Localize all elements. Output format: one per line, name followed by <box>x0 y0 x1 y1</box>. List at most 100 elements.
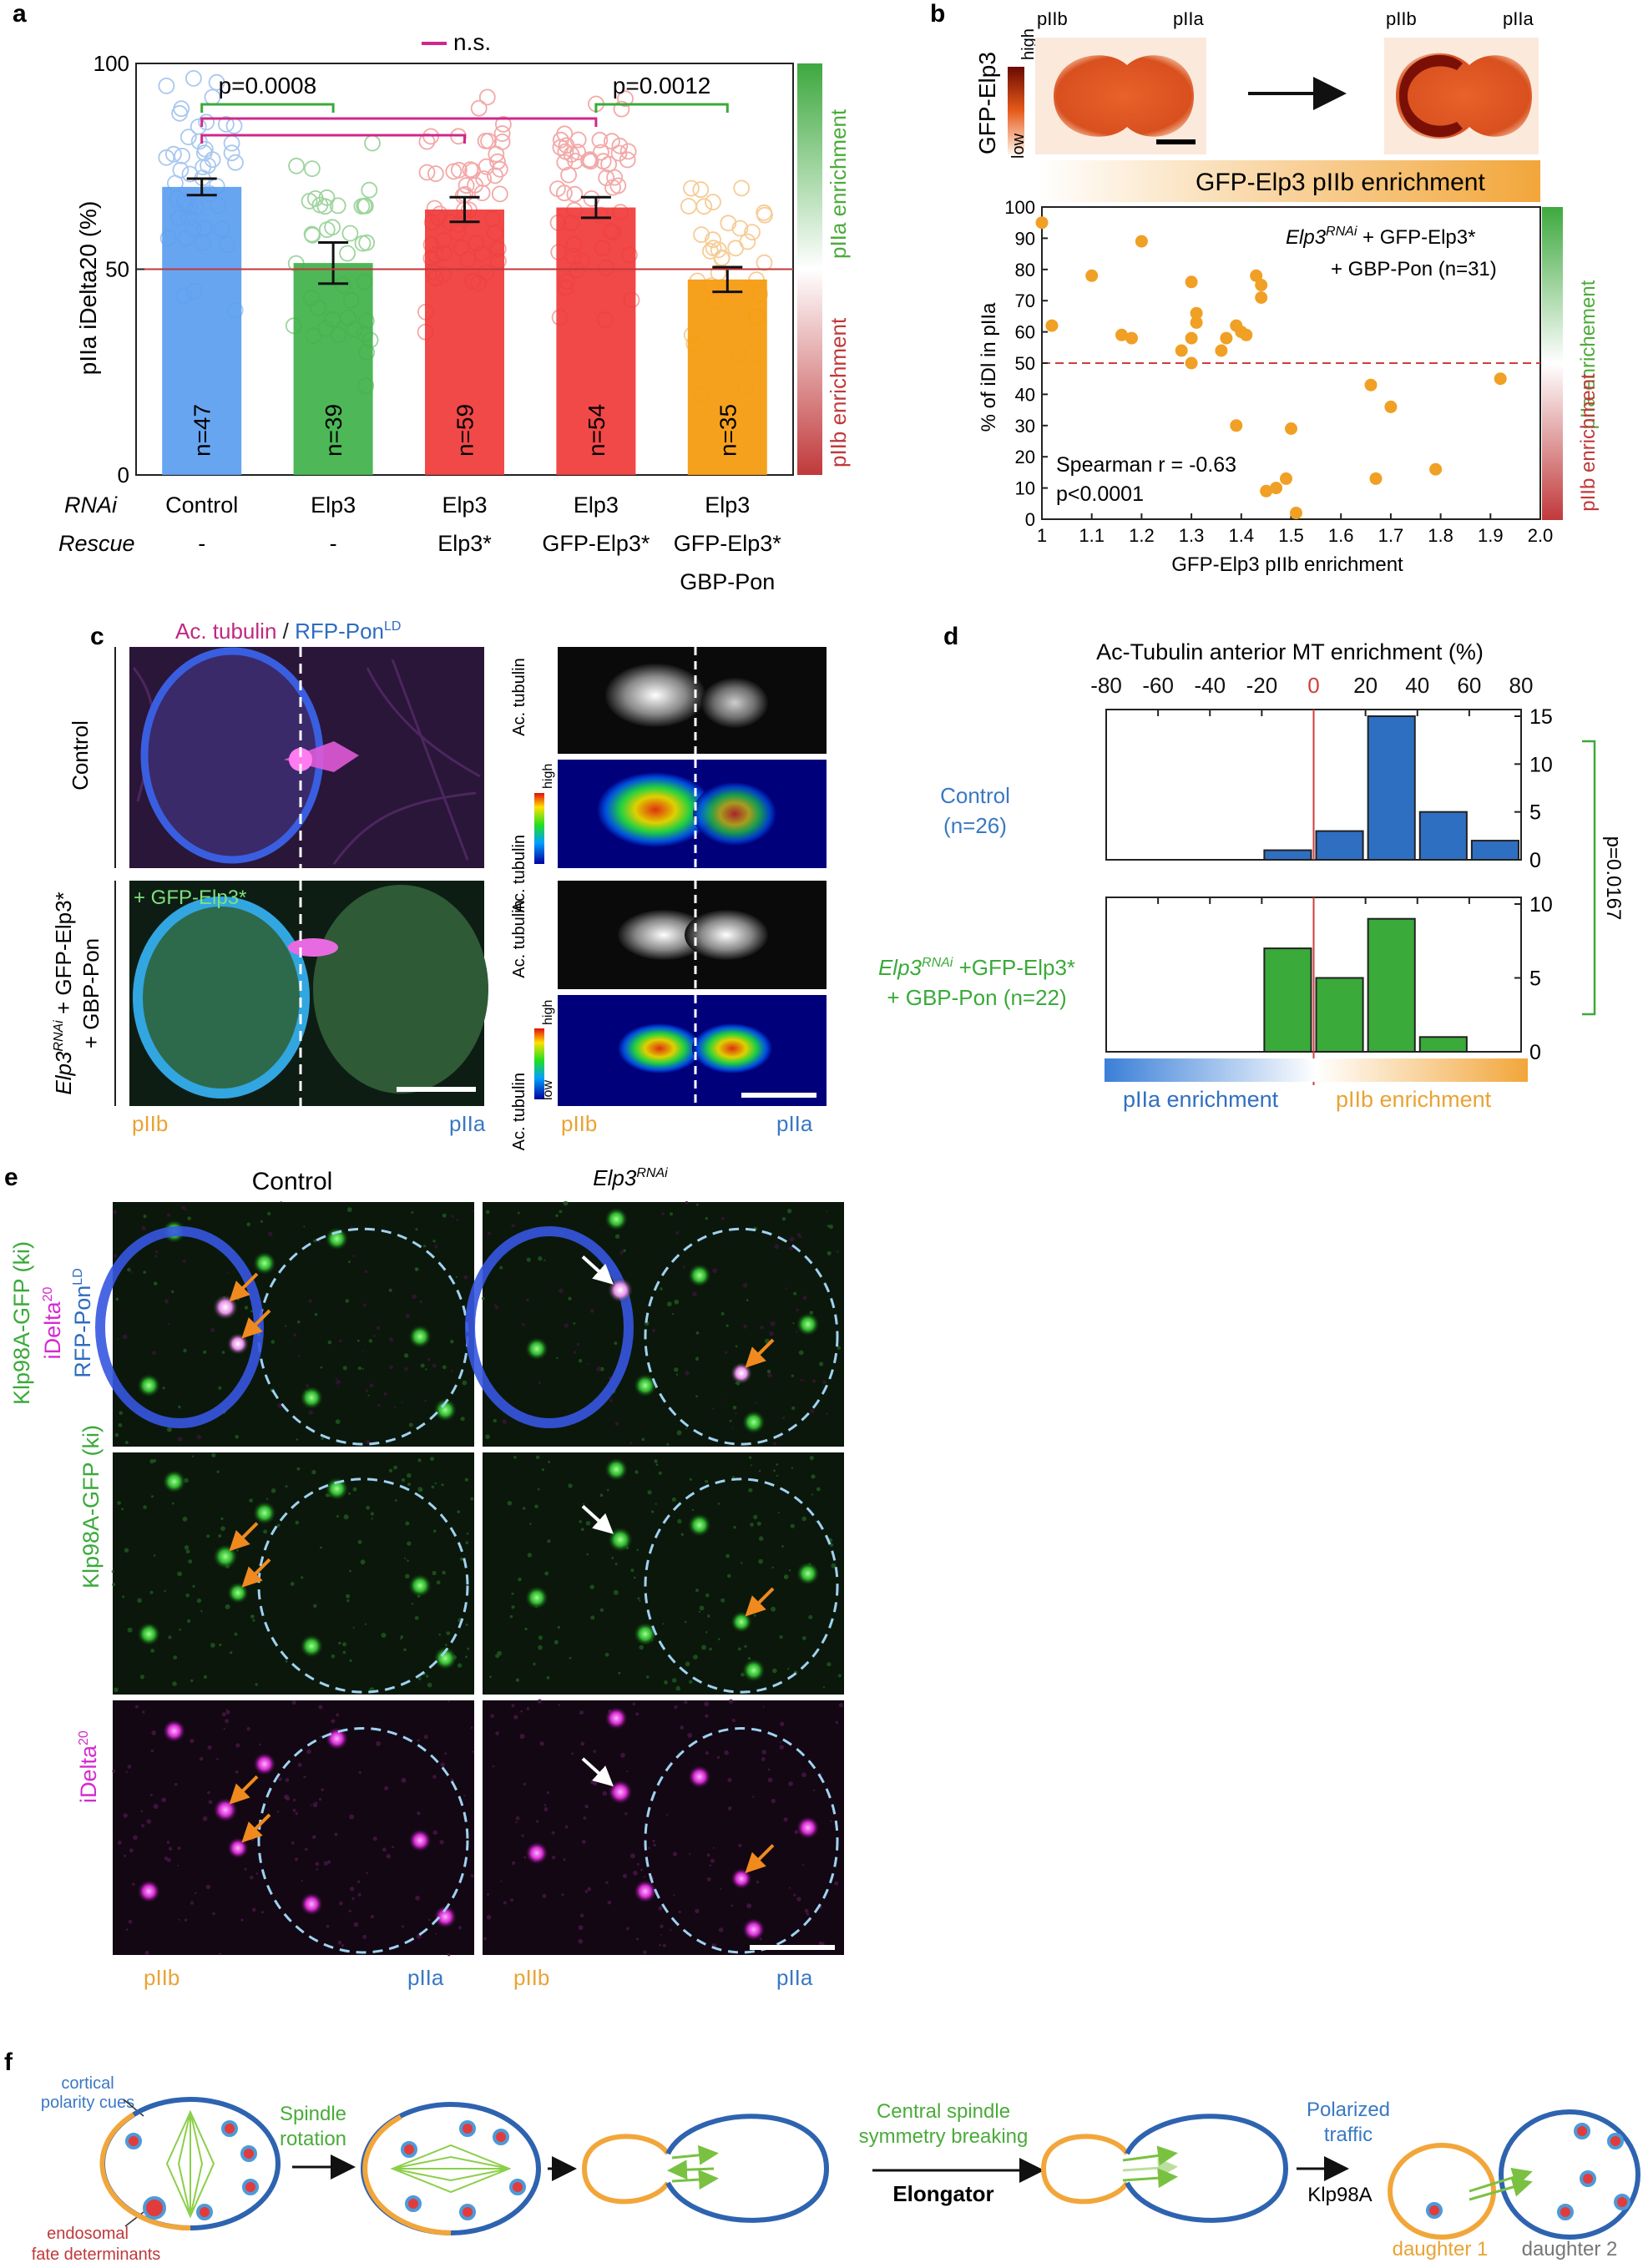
e-noise <box>790 1523 795 1528</box>
e-noise <box>533 1662 536 1666</box>
e-noise <box>492 1765 495 1768</box>
a-data-dot <box>487 167 503 184</box>
e-noise <box>705 1751 709 1755</box>
e-image-tile <box>483 1202 844 1447</box>
b-data-point <box>1255 279 1268 291</box>
e-noise <box>629 1442 633 1445</box>
e-noise <box>495 1731 500 1735</box>
e-noise <box>822 1380 827 1384</box>
e-noise <box>164 1589 166 1593</box>
e-noise <box>605 1881 609 1885</box>
e-noise <box>358 1770 361 1775</box>
e-spot <box>633 1373 657 1397</box>
e-noise <box>735 1412 737 1415</box>
b-data-point <box>1230 419 1243 432</box>
d-ytick-label: 10 <box>1529 753 1553 776</box>
b-xtick-label: 1.9 <box>1478 525 1504 546</box>
e-spot <box>433 1398 458 1422</box>
e-idelta-spot <box>227 1836 249 1859</box>
e-orange-arrow <box>241 1309 271 1339</box>
e-noise <box>634 1470 639 1474</box>
a-data-dot <box>491 185 508 203</box>
e-noise <box>434 1245 438 1249</box>
e-noise <box>507 1501 513 1506</box>
e-noise <box>423 1245 427 1248</box>
e-orange-arrow <box>229 1775 259 1805</box>
e-noise <box>348 1909 351 1912</box>
e-noise <box>172 1681 177 1686</box>
e-noise <box>405 1521 410 1526</box>
panel-d-chart: -80 -60 -40 -20 0 20 40 60 80 0 5 10 15 0 5 10 <box>1090 673 1553 1085</box>
f-cell-2-crescent <box>362 2114 452 2235</box>
e-noise <box>609 1398 613 1402</box>
b-ytick-label: 60 <box>1015 322 1035 343</box>
e-noise <box>356 1880 361 1884</box>
a-rnai-label: Elp3 <box>705 492 750 518</box>
a-data-dot <box>598 169 615 186</box>
e-noise <box>439 1840 444 1845</box>
e-noise <box>589 1309 594 1313</box>
c-piia-2: pIIa <box>776 1111 813 1136</box>
e-noise <box>671 1678 677 1683</box>
e-piib-2: pIIb <box>513 1965 549 1990</box>
b-ytick-label: 50 <box>1015 353 1035 374</box>
e-spot <box>604 1706 629 1730</box>
e-noise <box>673 1894 675 1897</box>
b-data-point <box>1175 344 1188 357</box>
e-noise <box>770 1321 776 1326</box>
e-noise <box>316 1868 319 1871</box>
e-noise <box>259 1743 262 1746</box>
c-row2-label-2: + GBP-Pon <box>78 938 104 1048</box>
e-noise <box>793 1291 797 1296</box>
e-noise <box>573 1351 577 1354</box>
panel-e-images <box>95 1200 844 1957</box>
e-noise <box>742 1283 748 1288</box>
e-noise <box>389 1365 393 1370</box>
e-noise <box>419 1300 422 1304</box>
e-noise <box>401 1925 405 1928</box>
e-noise <box>411 1211 414 1214</box>
e-spot <box>162 1469 186 1493</box>
f-cell-4-spindle <box>1122 2145 1178 2189</box>
e-noise <box>342 1366 347 1371</box>
b-xtick-label: 1.8 <box>1428 525 1453 546</box>
e-noise <box>583 1503 585 1505</box>
e-noise <box>401 1777 407 1783</box>
e-spot <box>633 1879 657 1903</box>
e-noise <box>783 1817 788 1822</box>
e-noise <box>451 1370 453 1372</box>
a-ytick-label: 100 <box>94 51 129 76</box>
e-noise <box>111 1570 114 1573</box>
e-noise <box>523 1856 527 1859</box>
e-noise <box>471 1210 473 1213</box>
e-idelta-spot <box>731 1867 752 1890</box>
e-spot <box>433 1646 458 1670</box>
e-noise <box>171 1502 174 1505</box>
e-noise <box>691 1508 695 1512</box>
e-noise <box>613 1589 619 1595</box>
a-ns-legend: n.s. <box>453 29 491 55</box>
a-rnai-label: Control <box>165 492 238 518</box>
a-data-dot <box>693 226 710 244</box>
panel-a-side-gradient <box>797 63 822 475</box>
e-noise <box>441 1483 444 1487</box>
e-noise <box>364 1623 367 1625</box>
f-cell-1-spindle <box>165 2109 215 2219</box>
e-noise <box>583 1816 587 1821</box>
e-spot <box>137 1373 161 1397</box>
e-noise <box>310 1804 312 1806</box>
e-noise <box>522 1507 526 1510</box>
e-noise <box>346 1207 352 1213</box>
e-noise <box>386 1854 391 1859</box>
e-noise <box>431 1485 435 1489</box>
e-noise <box>753 1614 756 1617</box>
e-noise <box>511 1224 515 1228</box>
e-noise <box>142 1226 146 1231</box>
e-noise <box>114 1687 119 1693</box>
a-data-dot <box>600 155 617 173</box>
a-data-dot <box>172 161 190 179</box>
e-noise <box>772 1442 777 1446</box>
e-noise <box>465 1541 469 1544</box>
e-noise <box>727 1573 731 1579</box>
e-noise <box>331 1654 336 1659</box>
